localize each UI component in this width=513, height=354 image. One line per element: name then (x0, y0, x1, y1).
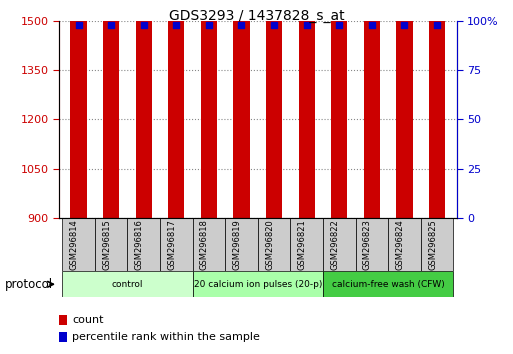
Point (172, 22, 181, 28)
Point (433, 22, 441, 28)
Bar (160, 218, 192, 271)
Bar (299, 0, 315, 218)
Text: GSM296816: GSM296816 (135, 219, 144, 270)
Point (107, 22, 115, 28)
Bar (103, 0, 120, 218)
Bar (233, 0, 250, 218)
Bar (70, 0, 87, 218)
Text: GSM296817: GSM296817 (167, 219, 176, 270)
Point (335, 22, 343, 28)
Bar (95, 218, 127, 271)
Bar (201, 0, 217, 218)
Text: GSM296821: GSM296821 (298, 219, 307, 270)
Bar (421, 218, 453, 271)
Point (238, 22, 246, 28)
Text: GSM296820: GSM296820 (265, 219, 274, 270)
Point (368, 22, 376, 28)
Bar (396, 0, 412, 218)
Text: GSM296815: GSM296815 (102, 219, 111, 270)
Text: GSM296814: GSM296814 (70, 219, 78, 270)
Bar (323, 271, 453, 297)
Text: GDS3293 / 1437828_s_at: GDS3293 / 1437828_s_at (169, 9, 344, 23)
Bar (192, 218, 225, 271)
Bar (168, 0, 185, 218)
Bar (429, 0, 445, 218)
Bar (323, 218, 356, 271)
Bar (290, 218, 323, 271)
Text: protocol: protocol (5, 278, 53, 291)
Text: GSM296824: GSM296824 (396, 219, 404, 270)
Text: calcium-free wash (CFW): calcium-free wash (CFW) (332, 280, 444, 289)
Bar (266, 0, 282, 218)
Bar (356, 218, 388, 271)
Text: GSM296819: GSM296819 (232, 219, 242, 270)
Point (205, 22, 213, 28)
Bar (62, 218, 95, 271)
Bar (388, 218, 421, 271)
Bar (225, 218, 258, 271)
Point (74, 22, 83, 28)
Text: 20 calcium ion pulses (20-p): 20 calcium ion pulses (20-p) (193, 280, 322, 289)
Text: control: control (112, 280, 143, 289)
Point (140, 22, 148, 28)
Text: percentile rank within the sample: percentile rank within the sample (72, 332, 260, 342)
Point (400, 22, 408, 28)
Text: GSM296823: GSM296823 (363, 219, 372, 270)
Bar (135, 0, 152, 218)
Point (270, 22, 278, 28)
Bar (364, 0, 380, 218)
Text: GSM296818: GSM296818 (200, 219, 209, 270)
Bar (127, 218, 160, 271)
Text: GSM296825: GSM296825 (428, 219, 437, 270)
Point (303, 22, 311, 28)
Bar (192, 271, 323, 297)
Bar (331, 0, 347, 218)
Bar (62, 271, 192, 297)
Text: count: count (72, 315, 104, 325)
Text: GSM296822: GSM296822 (330, 219, 339, 270)
Bar (258, 218, 290, 271)
